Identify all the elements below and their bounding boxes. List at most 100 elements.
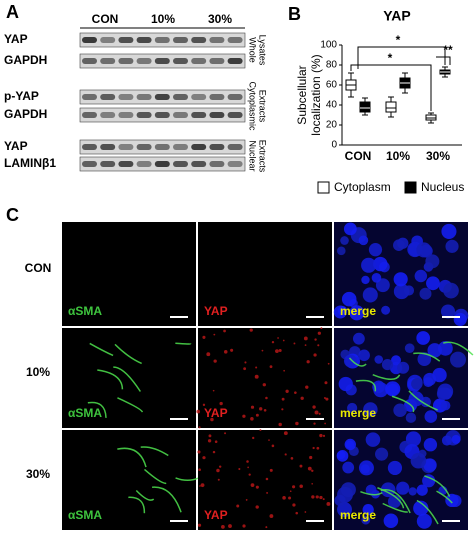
signal — [202, 335, 206, 339]
blot-band — [82, 144, 97, 150]
nucleus — [374, 355, 384, 364]
channel-label: merge — [340, 508, 376, 522]
nucleus — [440, 400, 451, 411]
signal — [265, 396, 268, 400]
box — [359, 101, 371, 113]
significance: * — [396, 33, 401, 47]
signal — [275, 349, 279, 354]
blot-band — [100, 94, 116, 100]
blot-band — [173, 144, 188, 150]
blot-band — [100, 112, 116, 118]
blot-band — [227, 112, 243, 118]
signal — [210, 417, 214, 422]
signal — [206, 352, 211, 357]
signal — [223, 350, 228, 354]
nucleus — [445, 493, 459, 508]
signal — [309, 455, 313, 460]
column-label: 10% — [151, 12, 175, 26]
signal — [312, 405, 316, 409]
nucleus — [441, 223, 457, 239]
blot-band — [173, 161, 188, 167]
signal — [300, 396, 304, 400]
channel-label: YAP — [204, 304, 228, 318]
nucleus — [425, 254, 440, 269]
nucleus — [340, 236, 349, 245]
fiber — [175, 342, 192, 345]
signal — [324, 422, 326, 425]
nucleus — [411, 378, 423, 390]
nucleus — [338, 376, 353, 392]
signal — [299, 484, 303, 488]
blot-band — [118, 112, 134, 118]
bracket — [436, 56, 451, 65]
blot-band — [154, 112, 170, 118]
y-tick-label: 0 — [331, 140, 337, 151]
nucleus — [426, 276, 440, 291]
fiber — [360, 491, 383, 496]
blot-band — [191, 161, 207, 167]
signal — [278, 422, 282, 427]
nucleus — [437, 383, 454, 400]
legend-swatch — [317, 181, 330, 194]
signal — [242, 524, 246, 528]
nucleus — [362, 503, 374, 516]
fiber — [442, 341, 474, 356]
blot-band — [191, 144, 207, 150]
signal — [312, 446, 315, 450]
signal — [277, 337, 279, 339]
signal — [216, 468, 220, 473]
signal — [250, 405, 255, 409]
nucleus — [416, 513, 432, 529]
signal — [323, 396, 326, 399]
channel-label: αSMA — [68, 508, 102, 522]
nucleus — [396, 481, 410, 495]
nucleus — [343, 354, 357, 368]
group-label: Cytoplasmic — [248, 81, 258, 131]
signal — [212, 389, 215, 392]
signal — [314, 338, 317, 341]
nucleus — [423, 372, 437, 386]
signal — [292, 485, 296, 489]
blot-band — [209, 161, 225, 167]
nucleus — [348, 308, 358, 318]
group-label: Extracts — [258, 90, 268, 123]
significance: ** — [443, 43, 453, 57]
signal — [250, 417, 254, 421]
signal — [294, 391, 297, 394]
blot-band — [173, 37, 188, 43]
y-axis-label: localization (%) — [309, 54, 323, 135]
nucleus — [334, 494, 346, 507]
nucleus — [441, 435, 453, 446]
fiber — [143, 468, 167, 485]
signal — [243, 367, 247, 371]
nucleus — [365, 484, 377, 496]
signal — [259, 429, 262, 432]
signal — [250, 483, 255, 487]
signal — [282, 496, 286, 500]
blot-band — [82, 112, 97, 118]
blot-band — [154, 37, 170, 43]
y-tick-label: 20 — [326, 120, 338, 131]
chart-title: YAP — [383, 8, 411, 24]
fiber — [348, 357, 367, 367]
nucleus — [337, 306, 348, 316]
signal — [289, 490, 292, 492]
signal — [268, 439, 270, 441]
nucleus — [423, 458, 437, 472]
signal — [219, 401, 223, 406]
blot-band — [227, 37, 243, 43]
blot-band — [173, 58, 188, 64]
row-label: YAP — [4, 32, 28, 46]
nucleus — [416, 331, 430, 345]
signal — [311, 482, 313, 485]
nucleus — [361, 275, 370, 285]
signal — [255, 366, 258, 369]
nucleus — [381, 358, 394, 371]
group-label: Lysates — [258, 35, 268, 66]
signal — [304, 344, 307, 346]
signal — [306, 360, 310, 364]
signal — [316, 446, 320, 450]
signal — [196, 409, 201, 414]
signal — [295, 511, 299, 515]
signal — [236, 504, 240, 508]
